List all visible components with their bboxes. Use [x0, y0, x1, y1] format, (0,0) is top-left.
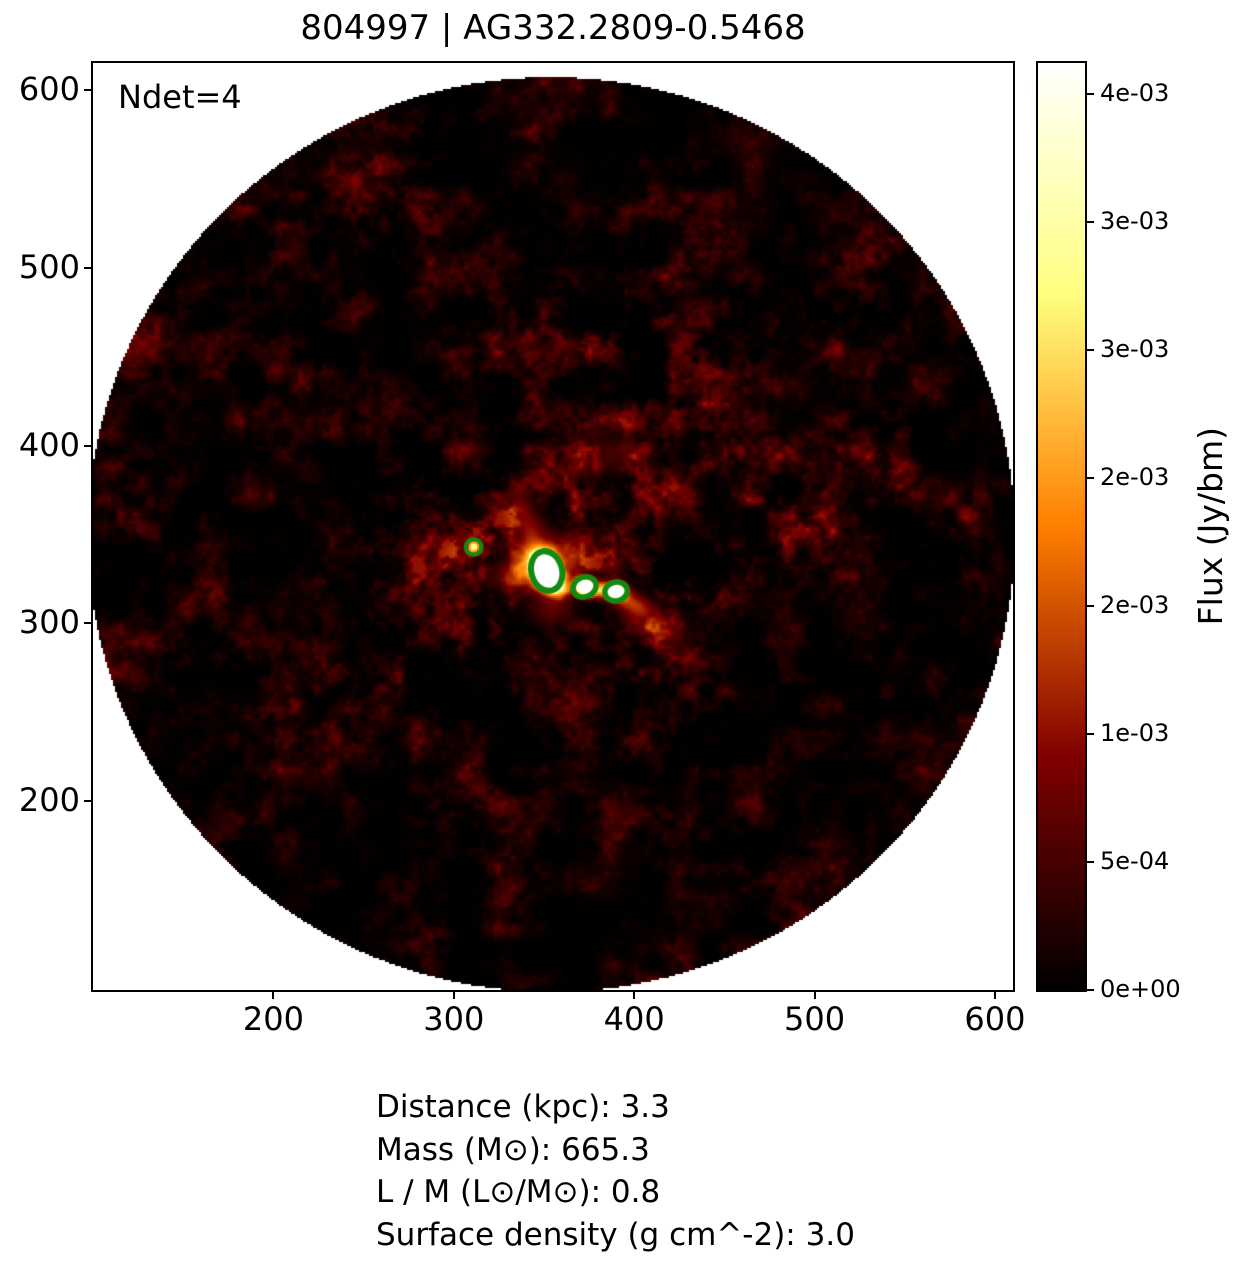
colorbar-tick-label: 1e-03: [1100, 718, 1170, 747]
footer-line-mass: Mass (M⊙): 665.3: [376, 1131, 650, 1168]
footer-line-luminosity-mass-ratio: L / M (L⊙/M⊙): 0.8: [376, 1174, 661, 1210]
y-tick-label: 600: [18, 69, 80, 108]
colorbar-label-text: Flux (Jy/bm): [1190, 427, 1230, 626]
flux-map-image: [93, 63, 1013, 990]
colorbar-gradient: [1038, 63, 1085, 990]
colorbar-tick-mark: [1085, 220, 1094, 223]
colorbar-frame: [1036, 61, 1087, 992]
x-tick-mark: [272, 990, 275, 999]
x-tick-label: 300: [423, 1000, 485, 1038]
colorbar-tick-label: 2e-03: [1100, 462, 1170, 491]
ndet-annotation: Ndet=4: [118, 78, 242, 116]
x-tick-label: 400: [603, 1000, 665, 1038]
colorbar-tick-label: 3e-03: [1100, 206, 1170, 235]
colorbar-tick-mark: [1085, 732, 1094, 735]
colorbar-tick-mark: [1085, 348, 1094, 351]
y-tick-mark: [84, 266, 93, 269]
colorbar-tick-mark: [1085, 476, 1094, 479]
y-tick-label: 400: [18, 425, 80, 464]
colorbar-label: Flux (Jy/bm): [1188, 63, 1232, 990]
colorbar-tick-mark: [1085, 860, 1094, 863]
footer-line-surface-density: Surface density (g cm^-2): 3.0: [376, 1216, 855, 1253]
colorbar-tick-label: 2e-03: [1100, 590, 1170, 619]
colorbar-tick-label: 4e-03: [1100, 78, 1170, 107]
x-tick-label: 500: [784, 1000, 846, 1038]
colorbar-tick-label: 5e-04: [1100, 846, 1170, 875]
footer-line-distance: Distance (kpc): 3.3: [376, 1089, 670, 1125]
y-tick-label: 500: [18, 247, 80, 286]
colorbar-tick-mark: [1085, 604, 1094, 607]
plot-title: 804997 | AG332.2809-0.5468: [300, 8, 806, 48]
colorbar-tick-mark: [1085, 989, 1094, 991]
x-tick-mark: [452, 990, 455, 999]
y-tick-mark: [84, 622, 93, 625]
x-tick-label: 200: [242, 1000, 304, 1038]
x-tick-mark: [993, 990, 996, 999]
y-tick-label: 300: [18, 603, 80, 642]
x-tick-mark: [633, 990, 636, 999]
y-tick-mark: [84, 800, 93, 803]
x-tick-label: 600: [964, 1000, 1026, 1038]
y-tick-label: 200: [18, 781, 80, 820]
colorbar-tick-mark: [1085, 92, 1094, 95]
plot-axes-frame: [91, 61, 1015, 992]
footer-stats: Distance (kpc): 3.3 Mass (M⊙): 665.3 L /…: [376, 1086, 855, 1256]
colorbar-tick-label: 3e-03: [1100, 334, 1170, 363]
colorbar-tick-label: 0e+00: [1100, 975, 1181, 1003]
y-tick-mark: [84, 444, 93, 447]
y-tick-mark: [84, 88, 93, 91]
x-tick-mark: [813, 990, 816, 999]
